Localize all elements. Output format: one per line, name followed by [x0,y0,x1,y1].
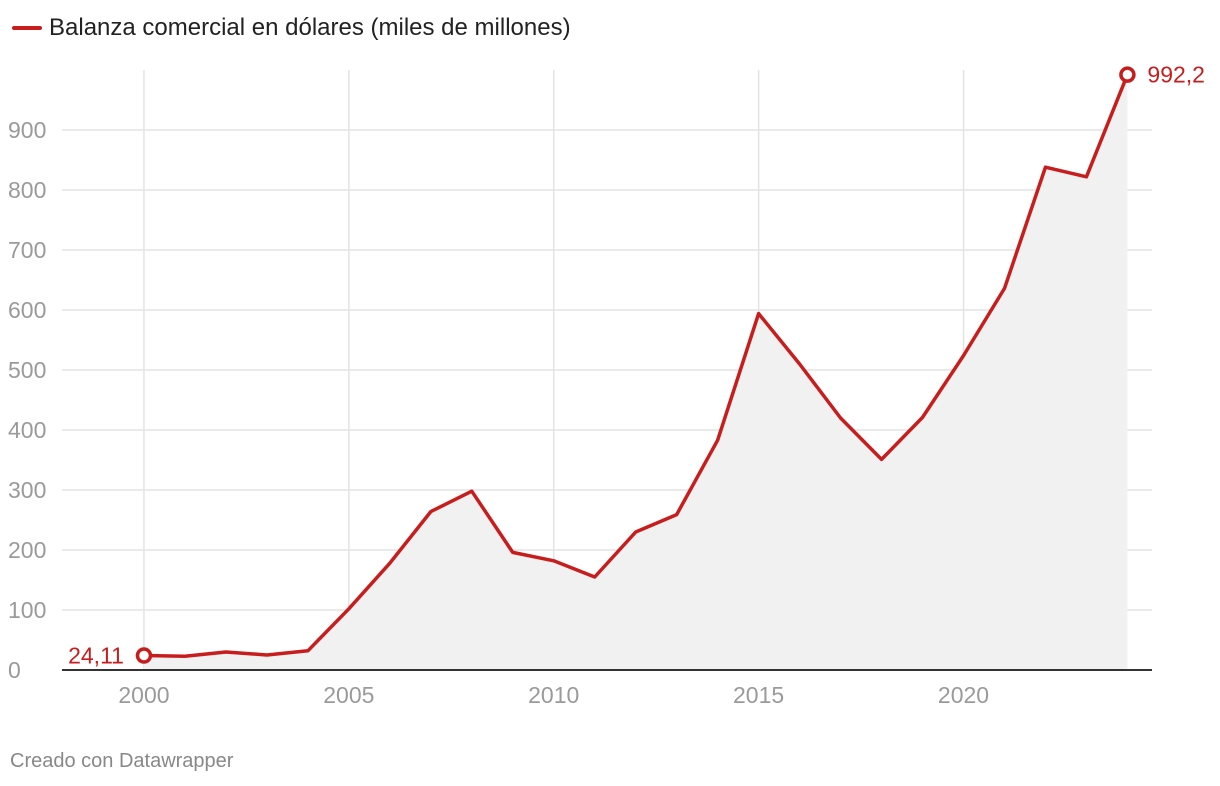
endpoint-label: 992,2 [1147,62,1205,88]
series-line [142,72,1130,658]
data-point [552,559,556,563]
y-tick-label: 0 [8,657,21,683]
y-tick-label: 900 [8,117,46,143]
data-point [880,457,884,461]
data-point [1043,165,1047,169]
data-point [470,489,474,493]
data-point [921,415,925,419]
legend-swatch [12,26,42,30]
x-tick-label: 2000 [118,682,169,708]
x-tick-label: 2020 [938,682,989,708]
y-tick-label: 800 [8,177,46,203]
y-tick-label: 600 [8,297,46,323]
data-point [347,607,351,611]
data-point [511,550,515,554]
x-tick-label: 2010 [528,682,579,708]
data-point [306,649,310,653]
data-point [962,354,966,358]
data-point [1002,286,1006,290]
x-tick-label: 2005 [323,682,374,708]
data-point [388,561,392,565]
data-point [839,416,843,420]
data-point [675,513,679,517]
data-point [429,510,433,514]
x-tick-label: 2015 [733,682,784,708]
y-tick-label: 100 [8,597,46,623]
data-point [1084,175,1088,179]
data-point [183,654,187,658]
data-point [757,312,761,316]
data-point [224,650,228,654]
y-tick-label: 500 [8,357,46,383]
data-point [798,362,802,366]
data-point [265,653,269,657]
footer-credit: Creado con Datawrapper [10,750,234,772]
y-tick-label: 300 [8,477,46,503]
data-point [716,438,720,442]
y-tick-label: 700 [8,237,46,263]
data-point [593,575,597,579]
legend: Balanza comercial en dólares (miles de m… [12,14,571,42]
data-point [634,530,638,534]
y-tick-label: 400 [8,417,46,443]
endpoint-label: 24,11 [68,643,124,669]
endpoint-marker [1119,66,1136,83]
legend-label: Balanza comercial en dólares (miles de m… [49,14,571,41]
series-area [143,74,1128,671]
y-tick-label: 200 [8,537,46,563]
endpoint-marker [135,647,153,664]
